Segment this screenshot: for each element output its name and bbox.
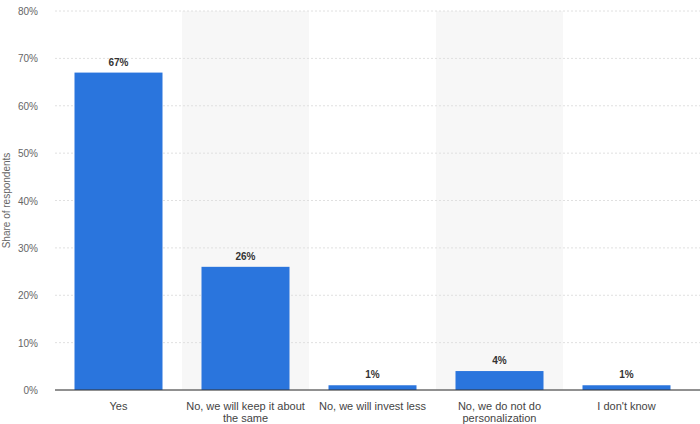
data-label: 4%	[492, 355, 507, 366]
bar	[329, 385, 417, 390]
y-tick-label: 50%	[18, 148, 38, 159]
y-tick-label: 20%	[18, 290, 38, 301]
grid-line	[55, 58, 700, 59]
bar	[583, 385, 671, 390]
bars	[75, 73, 671, 390]
x-tick-label: No, we do not dopersonalization	[458, 400, 541, 424]
data-label: 26%	[235, 251, 255, 262]
y-tick-label: 30%	[18, 243, 38, 254]
axis-line	[55, 390, 700, 391]
label-line: No, we will keep it about	[186, 400, 305, 412]
grid-line	[55, 11, 700, 12]
chart: 0% 10% 20% 30% 40% 50% 60% 70% 80% Share of respo…	[0, 0, 700, 424]
label-line: personalization	[463, 412, 537, 424]
y-tick-label: 0%	[24, 385, 39, 396]
label-line: I don't know	[597, 400, 655, 412]
x-tick-label: Yes	[110, 400, 128, 412]
bar	[456, 371, 544, 390]
bar	[75, 73, 163, 390]
data-label: 67%	[108, 57, 128, 68]
y-axis-label: Share of respondents	[1, 153, 12, 249]
y-tick-label: 10%	[18, 338, 38, 349]
x-tick-label: I don't know	[597, 400, 655, 412]
y-tick-label: 70%	[18, 53, 38, 64]
bar	[202, 267, 290, 390]
y-tick-label: 60%	[18, 101, 38, 112]
label-line: No, we do not do	[458, 400, 541, 412]
data-label: 1%	[619, 369, 634, 380]
data-label: 1%	[365, 369, 380, 380]
y-tick-label: 40%	[18, 196, 38, 207]
label-line: Yes	[110, 400, 128, 412]
y-tick-label: 80%	[18, 6, 38, 17]
grid-line	[55, 390, 700, 391]
label-line: No, we will invest less	[319, 400, 426, 412]
band-background	[182, 11, 309, 390]
x-tick-label: No, we will invest less	[319, 400, 426, 412]
x-tick-label: No, we will keep it aboutthe same	[186, 400, 305, 424]
label-line: the same	[223, 412, 268, 424]
